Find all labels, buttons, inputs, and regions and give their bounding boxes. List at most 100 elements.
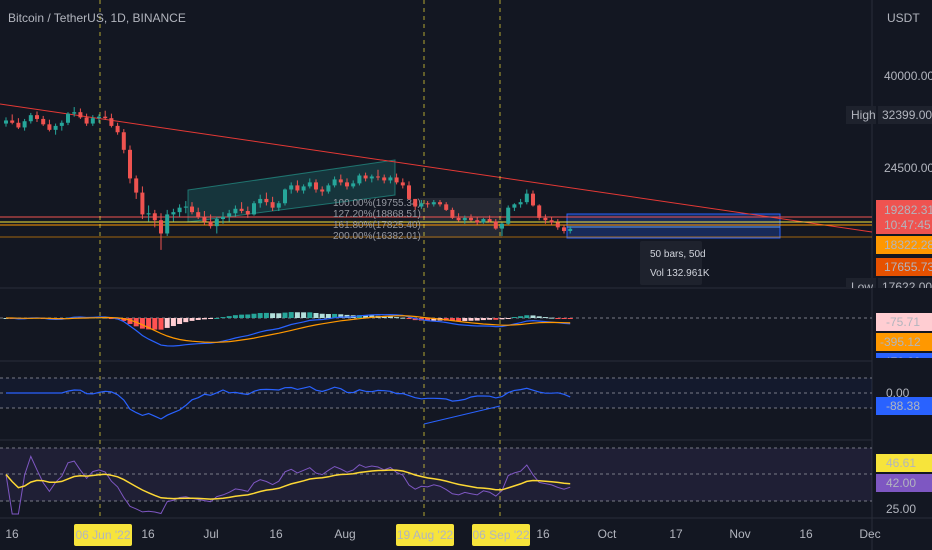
countdown-value: 10:47:45 [884,218,931,232]
macd-bar [431,318,437,321]
candle-body [400,182,405,186]
candle-body [289,185,294,190]
macd-bar [170,318,176,327]
candle-body [202,216,207,222]
candle-body [208,221,213,227]
macd-bar [232,315,238,318]
mid-value-box [876,397,932,415]
macd-bar [387,316,393,318]
candle-body [425,203,430,205]
candle-body [264,198,269,203]
candle-body [10,120,15,123]
measure-tooltip [640,241,702,285]
candle-body [562,227,566,232]
date-marker-06-sep[interactable] [472,524,530,546]
macd-bar [251,313,257,318]
y-tick: 24500.00 [884,161,932,175]
rsi-ma-line [5,469,571,500]
candle-body [97,116,101,119]
candle-body [146,213,151,215]
candle-body [320,189,325,192]
macd-bar [511,317,517,319]
macd-bar [127,318,133,324]
candle-body [301,186,306,191]
mid-zero-label: 0.00 [886,386,910,400]
candle-body [84,117,89,124]
candle-body [177,207,182,213]
candle-body [537,205,542,218]
low-tag: Low [851,280,873,294]
macd-bar [456,318,462,322]
date-marker-label: 06 Sep '22 [472,528,529,542]
candle-body [394,177,399,183]
macd-bar [208,318,214,319]
macd-line-value: -470.39 [880,355,921,369]
candle-body [351,183,356,187]
candle-body [103,116,108,119]
candle-body [469,217,473,221]
y-tick: 40000.00 [884,69,932,83]
date-marker-06-jun[interactable] [74,524,132,546]
macd-bar [282,312,288,318]
high-tag-box [846,106,876,124]
candle-body [276,203,281,208]
macd-bar [245,314,251,318]
rsi-value-box [876,474,932,492]
macd-bar [363,315,369,318]
candle-body [338,179,343,183]
macd-bar [338,314,344,318]
time-axis: 16 16 Jul 16 Aug 16 Oct 17 Nov 16 Dec 06… [5,524,881,546]
candle-body [59,122,64,126]
candle-body [462,217,467,221]
candle-body [307,182,312,187]
candle-body [66,113,70,123]
candle-body [78,112,83,118]
macd-bar [177,318,183,325]
candle-body [531,193,535,206]
rsi-band [0,448,872,501]
macd-bar [139,318,145,329]
date-marker-19-aug[interactable] [396,524,454,546]
macd-bar [301,312,307,318]
x-tick: 16 [5,527,19,541]
macd-bar [567,318,573,319]
low-value-box [878,278,932,288]
candle-body [183,206,188,208]
candle-body [407,185,411,199]
candle-body [369,176,374,179]
macd-bar [518,316,524,318]
fib-label: 127.20%(18868.51) [333,209,421,220]
last-price-box [876,200,932,234]
candle-body [134,178,139,193]
candle-body [159,220,163,234]
last-price-value: 19282.31 [884,203,932,217]
macd-bar [505,318,511,319]
descending-trendline[interactable] [0,103,873,233]
x-tick: 17 [669,527,683,541]
rsi-ma-value: 46.61 [886,456,916,470]
measure-bars-label: 50 bars, 50d [650,249,706,260]
low-value: 17622.00 [882,280,932,294]
level-orange-value: 18322.28 [884,238,932,252]
macd-bar [226,316,232,318]
measure-range-box[interactable] [566,213,781,239]
candle-body [388,177,393,181]
candle-body [549,220,554,223]
macd-bar [369,315,375,318]
candle-body [72,112,77,114]
macd-bar [542,317,548,319]
macd-signal-line [6,315,571,343]
macd-bar [480,318,486,321]
candle-body [239,208,244,212]
high-value-box [878,106,932,124]
candle-body [363,175,368,179]
fib-label: 161.80%(17825.40) [333,220,421,231]
candle-body [475,220,480,223]
candle-body [152,213,157,221]
candle-body [332,179,337,186]
measure-vol-label: Vol 132.961K [650,268,710,279]
low-tag-box [846,278,876,288]
macd-line [5,313,571,347]
